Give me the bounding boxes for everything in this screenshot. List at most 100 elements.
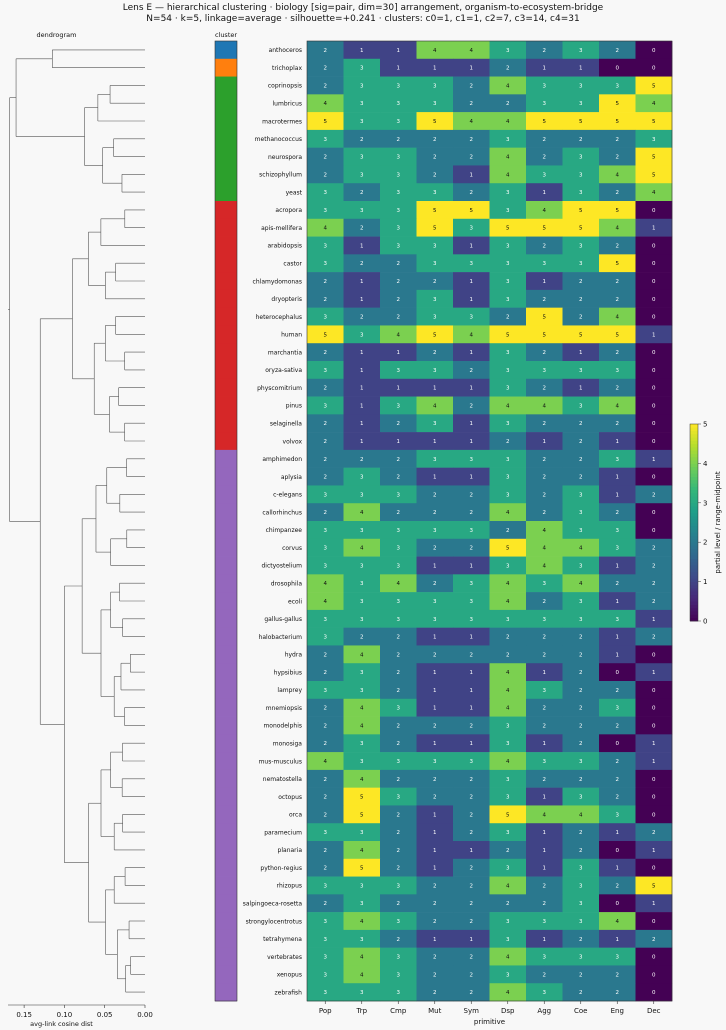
heatmap-cell bbox=[489, 503, 527, 522]
heatmap-cell bbox=[343, 787, 381, 806]
cluster-color-cell bbox=[215, 858, 237, 877]
cell-value-label: 5 bbox=[433, 208, 437, 214]
cell-value-label: 3 bbox=[433, 297, 437, 303]
heatmap-cell bbox=[562, 627, 600, 646]
cell-value-label: 4 bbox=[579, 581, 583, 587]
cell-value-label: 3 bbox=[324, 990, 328, 996]
heatmap-cell bbox=[489, 76, 527, 95]
cell-value-label: 3 bbox=[543, 688, 547, 694]
colorbar-segment bbox=[690, 466, 698, 471]
row-label: zebrafish bbox=[274, 989, 302, 996]
cell-value-label: 3 bbox=[579, 795, 583, 801]
heatmap-cell bbox=[307, 307, 344, 326]
cell-value-label: 1 bbox=[616, 830, 620, 836]
heatmap-cell bbox=[489, 236, 527, 255]
cell-value-label: 4 bbox=[324, 226, 328, 232]
heatmap-cell bbox=[599, 609, 636, 628]
cell-value-label: 3 bbox=[397, 368, 401, 374]
heatmap-cell bbox=[453, 183, 490, 202]
heatmap-cell bbox=[489, 556, 527, 575]
heatmap-cell bbox=[416, 592, 454, 611]
cell-value-label: 3 bbox=[324, 972, 328, 978]
column-label: Dec bbox=[647, 1007, 661, 1015]
cell-value-label: 1 bbox=[652, 759, 656, 765]
cell-value-label: 5 bbox=[579, 119, 583, 125]
cluster-color-cell bbox=[215, 396, 237, 415]
colorbar-tick-label: 2 bbox=[703, 539, 707, 547]
heatmap-cell bbox=[489, 698, 527, 717]
heatmap-cell bbox=[453, 307, 490, 326]
heatmap-cell bbox=[562, 538, 600, 557]
heatmap-cell bbox=[635, 343, 673, 362]
cell-value-label: 3 bbox=[616, 528, 620, 534]
cell-value-label: 5 bbox=[652, 119, 656, 125]
heatmap-cell bbox=[416, 343, 454, 362]
colorbar-segment bbox=[690, 460, 698, 464]
heatmap-cell bbox=[562, 112, 600, 131]
cell-value-label: 3 bbox=[360, 208, 364, 214]
colorbar-segment bbox=[690, 512, 698, 517]
heatmap-cell bbox=[343, 769, 381, 788]
cell-value-label: 3 bbox=[579, 883, 583, 889]
heatmap-cell bbox=[562, 912, 600, 931]
cell-value-label: 3 bbox=[324, 243, 328, 249]
cell-value-label: 1 bbox=[652, 670, 656, 676]
cell-value-label: 2 bbox=[433, 279, 437, 285]
heatmap-cell bbox=[562, 965, 600, 984]
cell-value-label: 3 bbox=[579, 190, 583, 196]
heatmap-cell bbox=[635, 361, 673, 380]
cell-value-label: 2 bbox=[470, 652, 474, 658]
cell-value-label: 3 bbox=[470, 617, 474, 623]
cell-value-label: 5 bbox=[543, 315, 547, 321]
heatmap-cell bbox=[380, 503, 417, 522]
cell-value-label: 2 bbox=[324, 48, 328, 54]
heatmap-cell bbox=[453, 609, 490, 628]
heatmap-cell bbox=[562, 698, 600, 717]
cell-value-label: 5 bbox=[579, 332, 583, 338]
cell-value-label: 3 bbox=[506, 261, 510, 267]
cell-value-label: 1 bbox=[652, 617, 656, 623]
heatmap-cell bbox=[635, 947, 673, 966]
heatmap-cell bbox=[343, 218, 381, 237]
cell-value-label: 2 bbox=[470, 546, 474, 552]
cell-value-label: 2 bbox=[360, 635, 364, 641]
cell-value-label: 3 bbox=[360, 759, 364, 765]
cell-value-label: 3 bbox=[433, 368, 437, 374]
cell-value-label: 2 bbox=[616, 723, 620, 729]
row-label: yeast bbox=[286, 189, 303, 196]
column-label: Dsp bbox=[501, 1007, 515, 1015]
cell-value-label: 1 bbox=[652, 848, 656, 854]
cell-value-label: 2 bbox=[579, 652, 583, 658]
heatmap-cell bbox=[380, 361, 417, 380]
cell-value-label: 5 bbox=[506, 332, 510, 338]
heatmap-cell bbox=[416, 112, 454, 131]
cell-value-label: 3 bbox=[397, 617, 401, 623]
cell-value-label: 3 bbox=[360, 688, 364, 694]
cell-value-label: 3 bbox=[579, 563, 583, 569]
heatmap-cell bbox=[526, 503, 563, 522]
row-label: aplysia bbox=[281, 474, 302, 481]
cell-value-label: 3 bbox=[324, 563, 328, 569]
cell-value-label: 3 bbox=[579, 155, 583, 161]
heatmap-cell bbox=[307, 76, 344, 95]
heatmap-cell bbox=[489, 218, 527, 237]
cell-value-label: 2 bbox=[470, 101, 474, 107]
cell-value-label: 4 bbox=[652, 190, 656, 196]
cell-value-label: 3 bbox=[360, 617, 364, 623]
cell-value-label: 4 bbox=[506, 759, 510, 765]
cell-value-label: 2 bbox=[543, 723, 547, 729]
heatmap-cell bbox=[380, 129, 417, 148]
heatmap-cell bbox=[562, 556, 600, 575]
colorbar-segment bbox=[690, 578, 698, 582]
cell-value-label: 0 bbox=[652, 243, 656, 249]
row-label: nematostella bbox=[263, 776, 303, 783]
cell-value-label: 4 bbox=[506, 990, 510, 996]
heatmap-cell bbox=[599, 894, 636, 913]
cell-value-label: 4 bbox=[616, 919, 620, 925]
cell-value-label: 1 bbox=[616, 439, 620, 445]
cell-value-label: 3 bbox=[506, 937, 510, 943]
heatmap-cell bbox=[307, 538, 344, 557]
heatmap-cell bbox=[343, 858, 381, 877]
heatmap-cell bbox=[562, 521, 600, 540]
cluster-color-cell bbox=[215, 361, 237, 380]
